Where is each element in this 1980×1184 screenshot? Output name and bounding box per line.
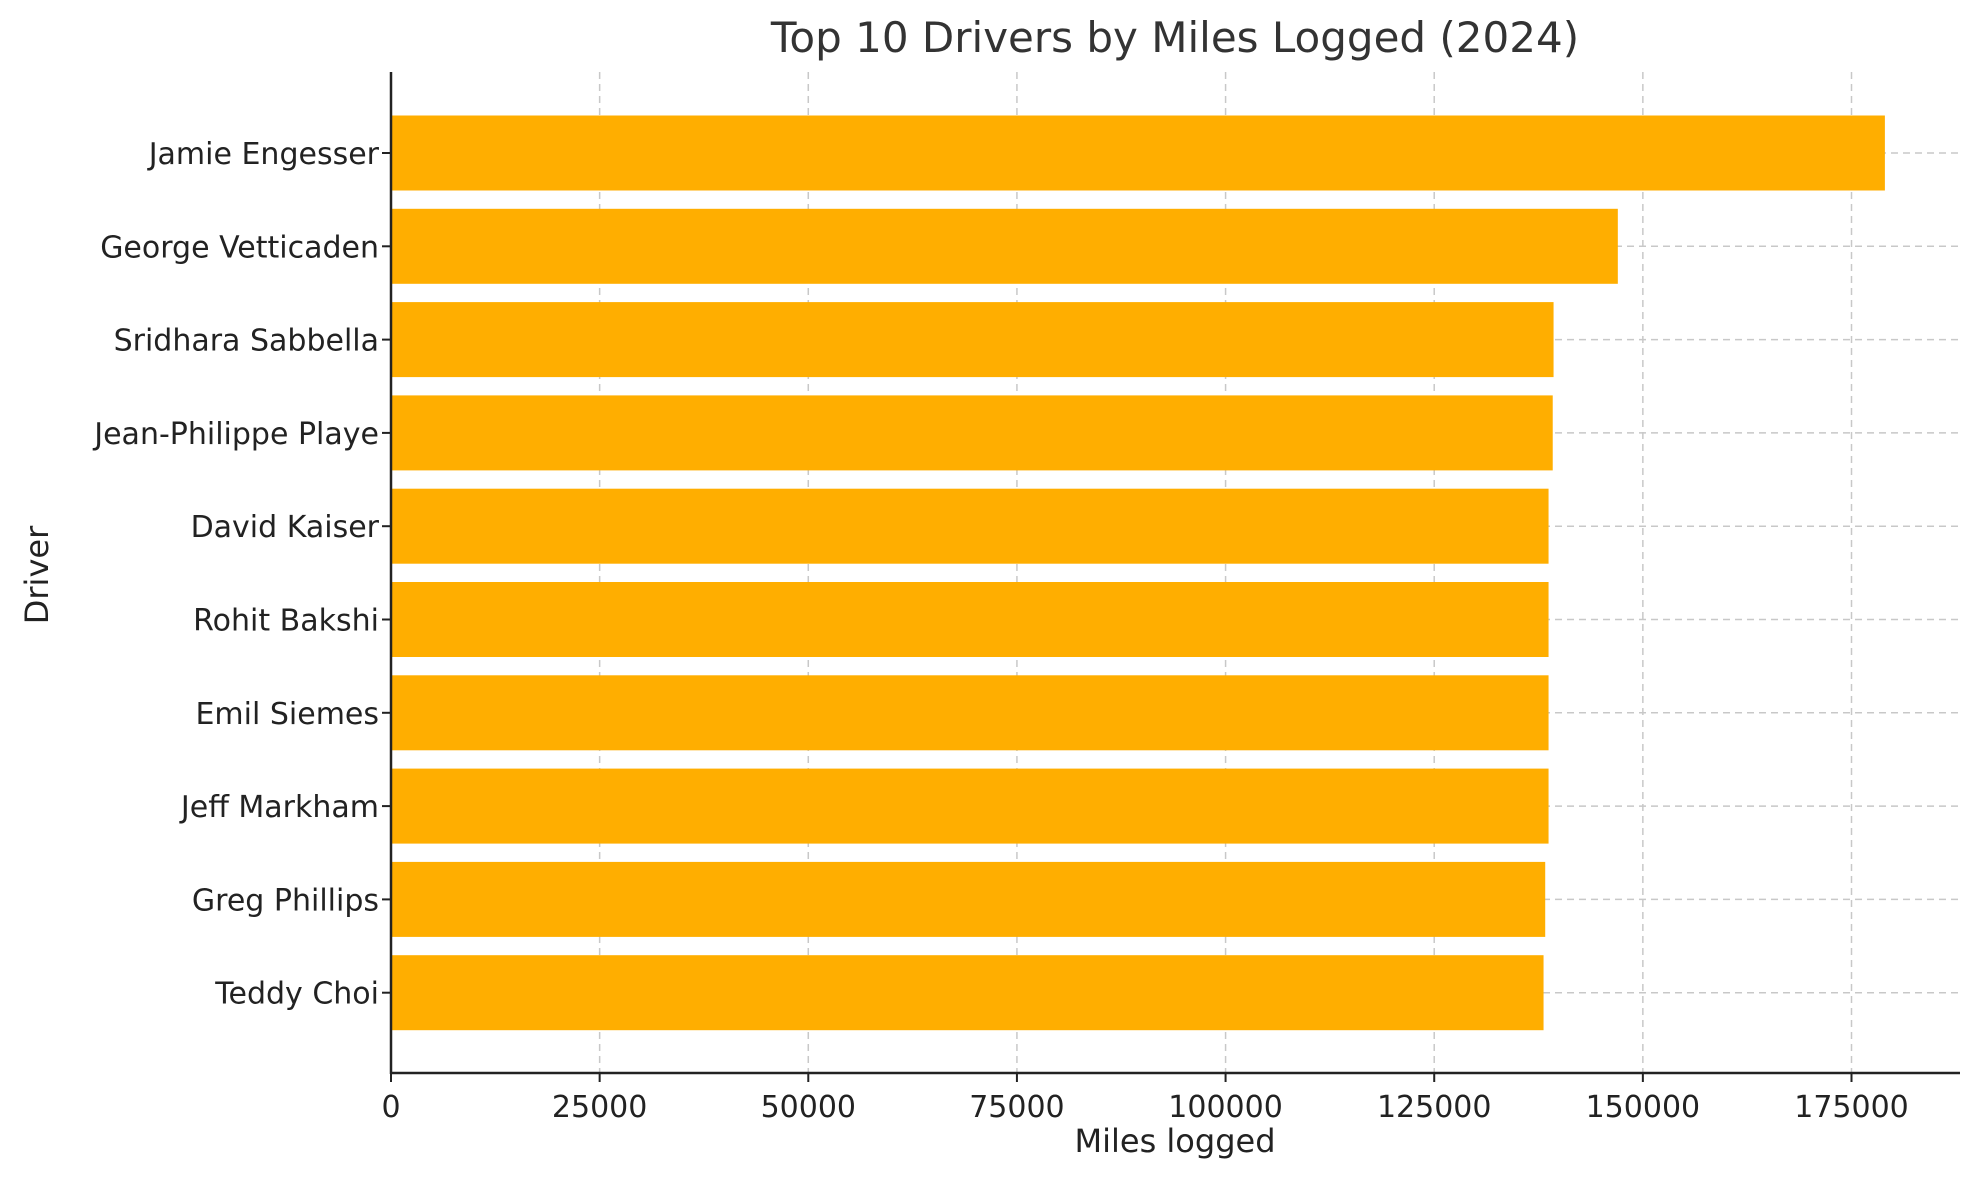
y-axis-label: Driver (18, 525, 56, 624)
bar-layer (391, 115, 1885, 1031)
y-tick-label: Jean-Philippe Playe (92, 417, 379, 452)
y-tick-label: David Kaiser (191, 510, 380, 545)
bar-jean-philippe-playe (391, 395, 1553, 471)
y-tick-label: Sridhara Sabbella (114, 324, 379, 359)
y-tick-label: Jeff Markham (179, 790, 379, 825)
bar-jeff-markham (391, 768, 1549, 844)
y-tick-label: Rohit Bakshi (193, 604, 379, 639)
x-tick-label: 50000 (761, 1090, 856, 1125)
x-tick-label: 75000 (969, 1090, 1064, 1125)
bar-greg-phillips (391, 861, 1546, 937)
x-tick-label: 0 (381, 1090, 400, 1125)
bar-sridhara-sabbella (391, 302, 1554, 378)
chart-title: Top 10 Drivers by Miles Logged (2024) (770, 13, 1579, 62)
bar-george-vetticaden (391, 208, 1618, 284)
axis-layer: 0 25000 50000 75000 100000 125000 150000 175000… (92, 72, 1960, 1125)
x-tick-label: 100000 (1168, 1090, 1283, 1125)
y-tick-label: Emil Siemes (195, 697, 379, 732)
y-tick-label: George Vetticaden (100, 230, 379, 265)
x-tick-label: 175000 (1794, 1090, 1909, 1125)
y-tick-label: Jamie Engesser (147, 137, 380, 172)
x-tick-label: 25000 (552, 1090, 647, 1125)
x-tick-label: 125000 (1377, 1090, 1492, 1125)
x-axis-label: Miles logged (1074, 1122, 1275, 1160)
y-tick-label: Greg Phillips (192, 883, 379, 918)
x-tick-label: 150000 (1586, 1090, 1701, 1125)
bar-david-kaiser (391, 488, 1549, 564)
y-tick-label: Teddy Choi (214, 977, 379, 1012)
bar-emil-siemes (391, 675, 1549, 751)
bar-teddy-choi (391, 955, 1544, 1031)
bar-jamie-engesser (391, 115, 1885, 191)
bar-rohit-bakshi (391, 582, 1549, 657)
